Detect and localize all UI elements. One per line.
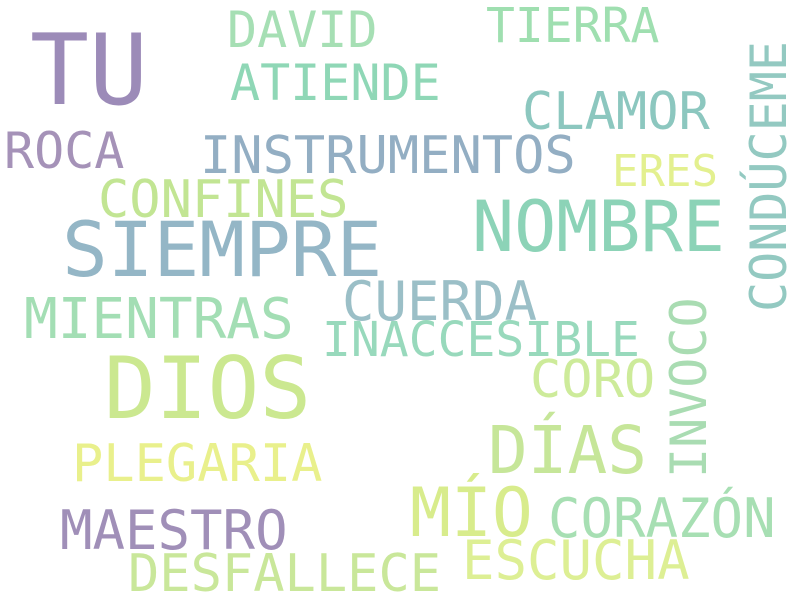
word-clamor: CLAMOR	[522, 82, 710, 142]
word-maestro: MAESTRO	[60, 499, 288, 562]
word-inaccesible: INACCESIBLE	[322, 312, 640, 368]
word-coro: CORO	[530, 350, 656, 410]
word-cuerda: CUERDA	[342, 270, 538, 333]
word-confines: CONFINES	[98, 170, 349, 230]
word-dias: DÍAS	[488, 412, 647, 489]
word-siempre: SIEMPRE	[62, 205, 383, 294]
word-eres: ERES	[612, 146, 718, 197]
word-desfallece: DESFALLECE	[128, 544, 442, 604]
word-david: DAVID	[227, 1, 378, 59]
word-tu: TU	[30, 14, 149, 128]
word-roca: ROCA	[4, 122, 125, 180]
word-mio: MÍO	[410, 474, 533, 553]
word-conduceme: CONDÚCEME	[740, 41, 798, 312]
word-dios: DIOS	[104, 339, 312, 439]
word-plegaria: PLEGARIA	[72, 434, 323, 494]
word-nombre: NOMBRE	[472, 186, 725, 268]
word-mientras: MIENTRAS	[24, 287, 294, 352]
word-invoco: INVOCO	[660, 297, 718, 478]
word-tierra: TIERRA	[486, 0, 660, 54]
word-corazon: CORAZÓN	[548, 487, 776, 550]
word-atiende: ATIENDE	[230, 54, 441, 112]
word-instrumentos: INSTRUMENTOS	[200, 126, 576, 186]
word-escucha: ESCUCHA	[462, 529, 690, 592]
